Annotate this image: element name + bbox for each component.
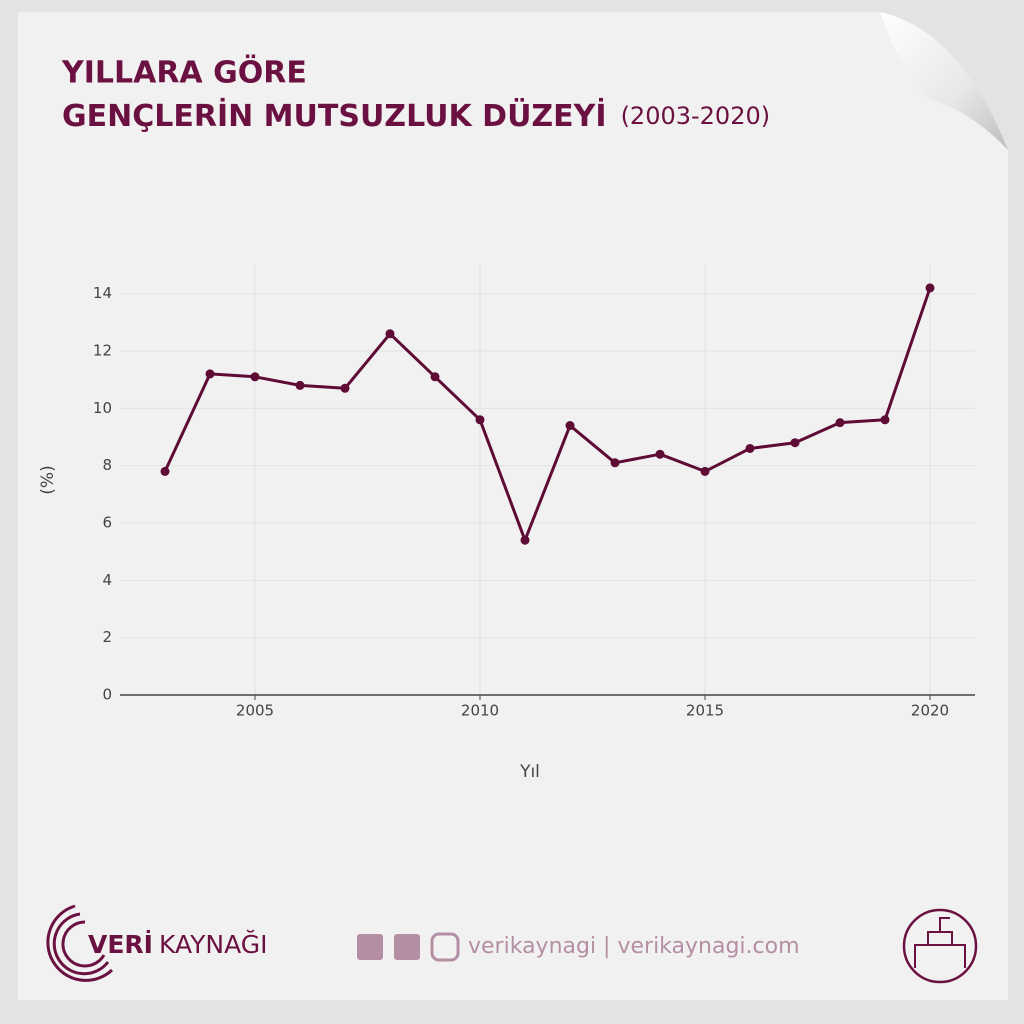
data-point bbox=[520, 535, 530, 545]
data-line bbox=[163, 287, 932, 542]
data-point bbox=[205, 369, 215, 379]
x-tick-label: 2015 bbox=[686, 702, 724, 720]
y-tick-label: 10 bbox=[93, 399, 112, 417]
title-line: GENÇLERİN MUTSUZLUK DÜZEYİ bbox=[62, 97, 607, 134]
x-tick-label: 2005 bbox=[236, 702, 274, 720]
y-tick-label: 12 bbox=[93, 342, 112, 360]
data-point bbox=[385, 329, 395, 339]
twitter-icon bbox=[394, 934, 420, 960]
data-point bbox=[565, 421, 575, 431]
data-point bbox=[700, 466, 710, 476]
social-handle: verikaynagi | verikaynagi.com bbox=[468, 934, 800, 959]
y-tick-label: 14 bbox=[93, 284, 112, 302]
data-point bbox=[745, 443, 755, 453]
data-point bbox=[610, 458, 620, 468]
y-tick-label: 6 bbox=[102, 514, 112, 532]
y-tick-label: 8 bbox=[102, 456, 112, 474]
x-tick-label: 2010 bbox=[461, 702, 499, 720]
y-tick-label: 2 bbox=[102, 628, 112, 646]
page-curl bbox=[880, 12, 1008, 150]
x-tick-label: 2020 bbox=[911, 702, 949, 720]
data-point bbox=[655, 449, 665, 459]
data-point bbox=[430, 372, 440, 382]
data-point bbox=[475, 415, 485, 425]
subtitle: (2003-2020) bbox=[621, 102, 771, 130]
logo bbox=[46, 904, 114, 982]
title: GENÇLERİN MUTSUZLUK DÜZEYİ (2003-2020) bbox=[62, 97, 770, 134]
facebook-icon bbox=[357, 934, 383, 960]
y-tick-label: 4 bbox=[102, 571, 112, 589]
data-point bbox=[790, 438, 800, 448]
instagram-icon bbox=[430, 932, 460, 962]
brand-light: KAYNAĞI bbox=[159, 929, 268, 959]
brand-bold: VERİ bbox=[88, 929, 153, 959]
data-point bbox=[880, 415, 890, 425]
school-icon-detail bbox=[914, 917, 966, 968]
title: YILLARA GÖRE bbox=[61, 54, 307, 91]
x-axis-label: Yıl bbox=[519, 762, 540, 782]
y-axis-label: (%) bbox=[38, 465, 58, 494]
data-point bbox=[160, 466, 170, 476]
data-point bbox=[250, 372, 260, 382]
data-point bbox=[295, 380, 305, 390]
y-tick-label: 0 bbox=[102, 686, 112, 704]
brand: VERİ KAYNAĞI bbox=[88, 929, 267, 959]
data-point bbox=[340, 383, 350, 393]
school-icon bbox=[902, 908, 978, 984]
data-point bbox=[925, 283, 935, 293]
data-point bbox=[835, 418, 845, 428]
